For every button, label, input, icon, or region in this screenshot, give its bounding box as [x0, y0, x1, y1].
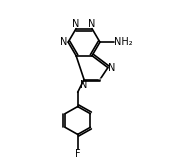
Text: NH₂: NH₂	[114, 37, 133, 47]
Text: N: N	[72, 19, 80, 29]
Text: N: N	[80, 80, 88, 90]
Text: N: N	[88, 19, 96, 29]
Text: N: N	[108, 63, 115, 73]
Text: =: =	[98, 77, 102, 82]
Text: F: F	[75, 149, 80, 159]
Text: N: N	[60, 37, 67, 47]
